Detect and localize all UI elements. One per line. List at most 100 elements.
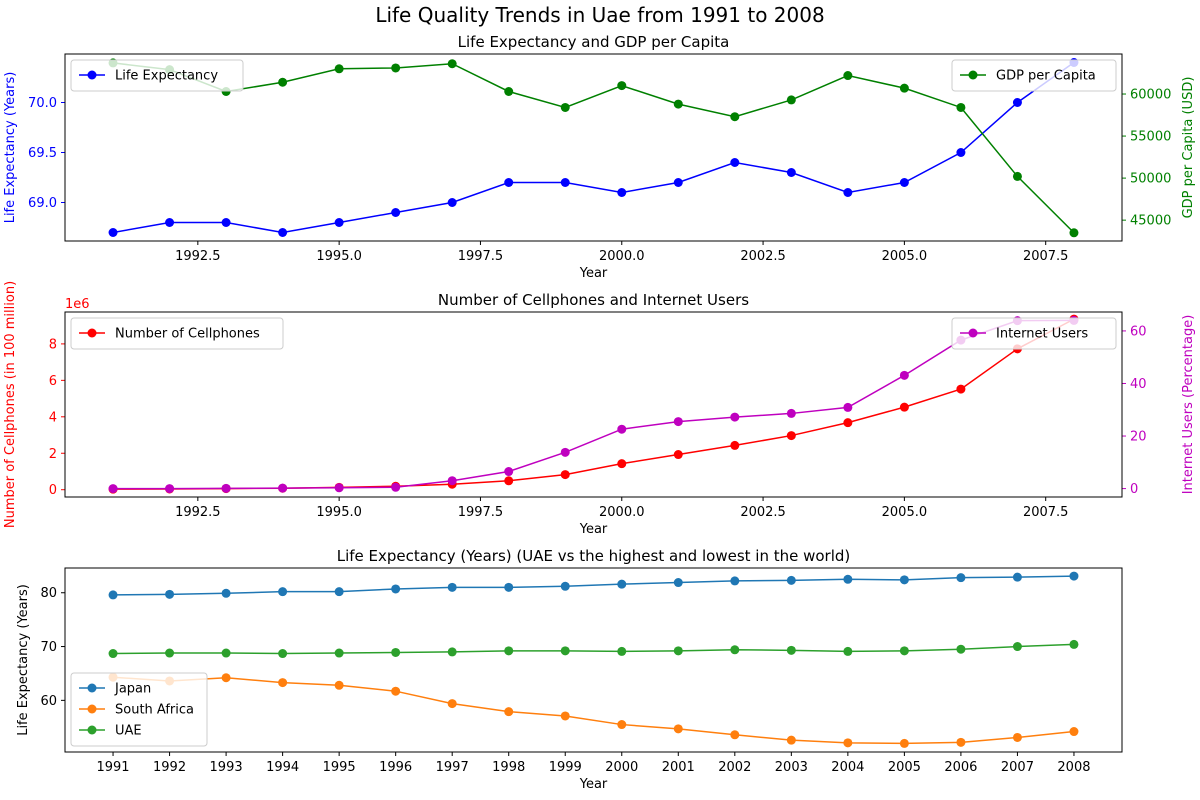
data-point xyxy=(617,720,627,730)
data-point xyxy=(334,587,344,597)
data-point xyxy=(899,738,909,748)
x-tick-label: 2000 xyxy=(605,760,638,775)
y-tick-label: 80 xyxy=(40,586,57,601)
data-point xyxy=(447,699,457,709)
data-point xyxy=(843,738,853,748)
data-point xyxy=(617,424,627,434)
y2-tick-label: 45000 xyxy=(1130,214,1171,229)
data-point xyxy=(278,649,288,659)
x-tick-label: 2003 xyxy=(775,760,808,775)
data-point xyxy=(221,673,231,683)
data-point xyxy=(1012,98,1022,107)
y-offset-text: 1e6 xyxy=(65,297,90,312)
y-axis-label: Life Expectancy (Years) xyxy=(3,72,18,224)
data-point xyxy=(560,102,570,112)
data-point xyxy=(730,158,740,167)
x-tick-label: 1995 xyxy=(323,760,356,775)
data-point xyxy=(673,724,683,734)
data-point xyxy=(221,218,231,227)
data-point xyxy=(786,735,796,745)
y-tick-label: 6 xyxy=(49,374,57,389)
data-point xyxy=(165,484,175,494)
data-point xyxy=(504,178,514,187)
data-point xyxy=(956,148,966,157)
series-line xyxy=(113,575,1074,596)
y-axis-label: Life Expectancy (Years) xyxy=(16,584,31,736)
data-point xyxy=(447,582,457,592)
legend-frame xyxy=(70,672,208,747)
data-point xyxy=(1012,732,1022,742)
legend-frame xyxy=(951,317,1117,350)
legend-right: GDP per Capita xyxy=(951,59,1117,92)
data-point xyxy=(786,95,796,105)
x-tick-label: 1991 xyxy=(96,760,129,775)
data-point xyxy=(1069,571,1079,581)
data-point xyxy=(560,470,570,480)
data-point xyxy=(617,188,627,197)
x-tick-label: 2007 xyxy=(1001,760,1034,775)
legend-swatch-marker xyxy=(87,328,97,338)
data-point xyxy=(165,218,175,227)
x-tick-label: 2002.5 xyxy=(740,249,786,264)
legend-left: Number of Cellphones xyxy=(70,317,284,350)
x-tick-label: 1997 xyxy=(436,760,469,775)
chart-title: Life Expectancy and GDP per Capita xyxy=(458,33,730,51)
x-tick-label: 2007.5 xyxy=(1023,505,1069,520)
figure-title: Life Quality Trends in Uae from 1991 to … xyxy=(375,3,824,27)
data-point xyxy=(447,59,457,69)
y-tick-label: 60 xyxy=(40,694,57,709)
x-axis-label: Year xyxy=(579,522,608,537)
data-point xyxy=(617,459,627,469)
data-point xyxy=(899,370,909,380)
y2-axis-label: Internet Users (Percentage) xyxy=(1181,315,1196,495)
series-gdp-per-capita xyxy=(108,58,1079,238)
data-point xyxy=(504,87,514,97)
data-point xyxy=(504,707,514,717)
data-point xyxy=(504,582,514,592)
data-point xyxy=(504,467,514,477)
series-line xyxy=(112,676,1075,745)
data-point xyxy=(673,578,683,588)
data-point xyxy=(899,402,909,412)
legend-frame xyxy=(70,59,244,92)
data-point xyxy=(334,680,344,690)
data-point xyxy=(278,483,288,493)
data-point xyxy=(617,646,627,656)
data-point xyxy=(786,431,796,441)
data-point xyxy=(334,648,344,658)
data-point xyxy=(843,418,853,428)
data-point xyxy=(278,77,288,87)
x-tick-label: 2008 xyxy=(1057,760,1090,775)
data-point xyxy=(1069,639,1079,649)
legend-label: South Africa xyxy=(115,703,194,718)
x-tick-label: 2001 xyxy=(662,760,695,775)
y-axis-label: Number of Cellphones (in 100 million) xyxy=(3,281,18,528)
data-point xyxy=(221,648,231,658)
data-point xyxy=(278,587,288,597)
series-line xyxy=(113,643,1074,655)
data-point xyxy=(278,678,288,688)
y2-tick-label: 50000 xyxy=(1130,172,1171,187)
legend-label: Life Expectancy xyxy=(115,69,218,84)
x-tick-label: 2002.5 xyxy=(740,505,786,520)
data-point xyxy=(843,71,853,81)
data-point xyxy=(956,644,966,654)
y2-tick-label: 0 xyxy=(1130,482,1138,497)
legend-swatch-marker xyxy=(87,725,97,735)
x-tick-label: 2005 xyxy=(888,760,921,775)
data-point xyxy=(673,99,683,109)
y-tick-label: 2 xyxy=(49,447,57,462)
x-tick-label: 2002 xyxy=(718,760,751,775)
data-point xyxy=(334,64,344,74)
series-south-africa xyxy=(108,672,1079,748)
data-point xyxy=(730,730,740,740)
x-tick-label: 1993 xyxy=(210,760,243,775)
data-point xyxy=(447,198,457,207)
data-point xyxy=(278,228,288,237)
data-point xyxy=(391,63,401,73)
data-point xyxy=(108,590,118,600)
legend: Japan South Africa UAE xyxy=(70,672,208,747)
data-point xyxy=(108,228,118,237)
data-point xyxy=(221,483,231,493)
data-point xyxy=(786,645,796,655)
